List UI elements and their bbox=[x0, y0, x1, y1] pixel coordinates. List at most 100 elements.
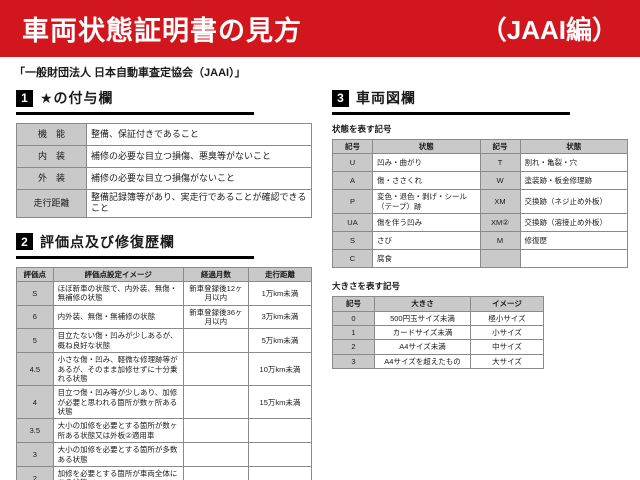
row-desc: 補修の必要な目立つ損傷がないこと bbox=[86, 167, 312, 190]
table-row: 外 装 補修の必要な目立つ損傷がないこと bbox=[16, 167, 312, 190]
table-row: 4.5 小さな傷・凹み、軽微な修理跡等があるが、そのまま加修せずに十分乗れる状態… bbox=[16, 352, 313, 387]
state-cell: 変色・退色・剥げ・シール（テープ）跡 bbox=[372, 189, 481, 215]
col-header-state: 状態 bbox=[372, 138, 481, 155]
score-cell: 3 bbox=[16, 442, 54, 467]
right-column: 3 車両図欄 状態を表す記号 記号 状態 記号 状態 U 凹み・曲がり T 割れ… bbox=[332, 88, 628, 480]
table-row: S さび M 修復歴 bbox=[332, 231, 628, 251]
desc-cell: 大小の加修を必要とする箇所が多数ある状態 bbox=[52, 442, 184, 467]
main-content: 1 ★の付与欄 機 能 整備、保証付きであること 内 装 補修の必要な目立つ損傷… bbox=[0, 84, 640, 480]
months-cell: 新車登録後36ヶ月以内 bbox=[182, 304, 249, 330]
symbol-cell: XM bbox=[479, 189, 521, 215]
row-desc: 補修の必要な目立つ損傷、悪臭等がないこと bbox=[86, 145, 312, 168]
score-cell: 4.5 bbox=[16, 352, 54, 387]
mileage-cell: 3万km未満 bbox=[247, 304, 313, 330]
row-label: 外 装 bbox=[16, 167, 87, 190]
months-cell bbox=[182, 352, 249, 387]
page-edition: （JAAI編） bbox=[480, 15, 618, 45]
symbol-cell: T bbox=[479, 153, 521, 173]
mileage-cell: 5万km未満 bbox=[247, 328, 313, 354]
row-label: 走行距離 bbox=[16, 189, 87, 218]
table-row: A 傷・ささくれ W 塗装跡・板金修理跡 bbox=[332, 171, 628, 191]
desc-cell: 小さな傷・凹み、軽微な修理跡等があるが、そのまま加修せずに十分乗れる状態 bbox=[52, 352, 184, 387]
size-cell: 500円玉サイズ未満 bbox=[374, 310, 471, 326]
star-table: 機 能 整備、保証付きであること 内 装 補修の必要な目立つ損傷、悪臭等がないこ… bbox=[16, 123, 312, 218]
image-cell: 中サイズ bbox=[470, 339, 544, 355]
image-cell: 大サイズ bbox=[470, 353, 544, 370]
col-header-image: イメージ bbox=[470, 296, 544, 312]
months-cell: 新車登録後12ヶ月以内 bbox=[182, 280, 249, 306]
months-cell bbox=[182, 328, 249, 354]
symbol-cell: U bbox=[332, 153, 373, 173]
evaluation-table: 評価点 評価点設定イメージ 経過月数 走行距離 S ほぼ新車の状態で、内外装、無… bbox=[16, 266, 313, 480]
mileage-cell: 1万km未満 bbox=[247, 280, 313, 306]
col-header-symbol: 記号 bbox=[332, 296, 375, 312]
state-cell: 交換跡（ネジ止め外板） bbox=[519, 189, 628, 215]
symbol-cell: P bbox=[332, 189, 373, 215]
col-header-score: 評価点 bbox=[16, 266, 54, 282]
score-cell: 4 bbox=[16, 385, 54, 420]
mileage-cell bbox=[247, 465, 313, 480]
desc-cell: 目立たない傷・凹みが少しあるが、概ね良好な状態 bbox=[52, 328, 184, 354]
row-desc: 整備、保証付きであること bbox=[86, 123, 312, 146]
section-star-header: 1 ★の付与欄 bbox=[16, 88, 254, 115]
col-header-size: 大きさ bbox=[374, 296, 471, 312]
col-header-desc: 評価点設定イメージ bbox=[52, 266, 184, 282]
table-row: 3 A4サイズを超えたもの 大サイズ bbox=[332, 353, 544, 370]
months-cell bbox=[182, 385, 249, 420]
page-title: 車両状態証明書の見方 bbox=[22, 16, 302, 46]
symbol-cell: 0 bbox=[332, 310, 375, 326]
section-diagram-header: 3 車両図欄 bbox=[332, 88, 570, 115]
size-cell: A4サイズ未満 bbox=[374, 339, 471, 355]
symbol-cell: XM② bbox=[479, 213, 521, 233]
state-cell: 腐食 bbox=[372, 249, 481, 269]
table-row: C 腐食 bbox=[332, 249, 628, 269]
size-symbols-table: 記号 大きさ イメージ 0 500円玉サイズ未満 極小サイズ 1 カードサイズ未… bbox=[332, 296, 544, 370]
symbol-cell: W bbox=[479, 171, 521, 191]
symbol-cell: UA bbox=[332, 213, 373, 233]
left-column: 1 ★の付与欄 機 能 整備、保証付きであること 内 装 補修の必要な目立つ損傷… bbox=[16, 88, 313, 480]
months-cell bbox=[182, 418, 249, 444]
table-row: 3 大小の加修を必要とする箇所が多数ある状態 bbox=[16, 442, 313, 467]
section-evaluation-header: 2 評価点及び修復歴欄 bbox=[16, 232, 254, 259]
state-cell: 交換跡（溶接止め外板） bbox=[519, 213, 628, 233]
state-cell: さび bbox=[372, 231, 481, 251]
state-cell bbox=[519, 249, 628, 269]
table-row: 6 内外装、無傷・無補修の状態 新車登録後36ヶ月以内 3万km未満 bbox=[16, 304, 313, 330]
symbol-cell: 2 bbox=[332, 339, 375, 355]
size-cell: カードサイズ未満 bbox=[374, 324, 471, 341]
table-row: 2 加修を必要とする箇所が車両全体にある状態 bbox=[16, 465, 313, 480]
state-cell: 傷を伴う凹み bbox=[372, 213, 481, 233]
table-row: 走行距離 整備記録簿等があり、実走行であることが確認できること bbox=[16, 189, 312, 218]
section-number-badge: 2 bbox=[16, 233, 33, 250]
table-header-row: 評価点 評価点設定イメージ 経過月数 走行距離 bbox=[16, 266, 313, 282]
col-header-symbol: 記号 bbox=[332, 138, 373, 155]
score-cell: 2 bbox=[16, 465, 54, 480]
section-diagram-title: 車両図欄 bbox=[356, 90, 416, 106]
col-header-months: 経過月数 bbox=[182, 266, 249, 282]
table-header-row: 記号 状態 記号 状態 bbox=[332, 138, 628, 155]
state-cell: 修復歴 bbox=[519, 231, 628, 251]
section-number-badge: 3 bbox=[332, 89, 349, 107]
months-cell bbox=[182, 465, 249, 480]
symbol-cell: C bbox=[332, 249, 373, 269]
size-cell: A4サイズを超えたもの bbox=[374, 353, 471, 370]
section-number-badge: 1 bbox=[16, 89, 33, 107]
table-row: 0 500円玉サイズ未満 極小サイズ bbox=[332, 310, 544, 326]
desc-cell: 大小の加修を必要とする箇所が数ヶ所ある状態又は外板②適用車 bbox=[52, 418, 184, 444]
symbol-cell: S bbox=[332, 231, 373, 251]
state-cell: 割れ・亀裂・穴 bbox=[519, 153, 628, 173]
state-symbols-label: 状態を表す記号 bbox=[332, 124, 392, 134]
table-row: P 変色・退色・剥げ・シール（テープ）跡 XM 交換跡（ネジ止め外板） bbox=[332, 189, 628, 215]
desc-cell: 加修を必要とする箇所が車両全体にある状態 bbox=[52, 465, 184, 480]
section-star-title: ★の付与欄 bbox=[40, 90, 114, 106]
table-row: 2 A4サイズ未満 中サイズ bbox=[332, 339, 544, 355]
mileage-cell bbox=[247, 418, 313, 444]
score-cell: S bbox=[16, 280, 54, 306]
state-cell: 塗装跡・板金修理跡 bbox=[519, 171, 628, 191]
table-row: 5 目立たない傷・凹みが少しあるが、概ね良好な状態 5万km未満 bbox=[16, 328, 313, 354]
desc-cell: 内外装、無傷・無補修の状態 bbox=[52, 304, 184, 330]
state-symbols-table: 記号 状態 記号 状態 U 凹み・曲がり T 割れ・亀裂・穴 A 傷・ささくれ … bbox=[332, 138, 628, 269]
image-cell: 小サイズ bbox=[470, 324, 544, 341]
table-row: 内 装 補修の必要な目立つ損傷、悪臭等がないこと bbox=[16, 145, 312, 168]
state-cell: 傷・ささくれ bbox=[372, 171, 481, 191]
